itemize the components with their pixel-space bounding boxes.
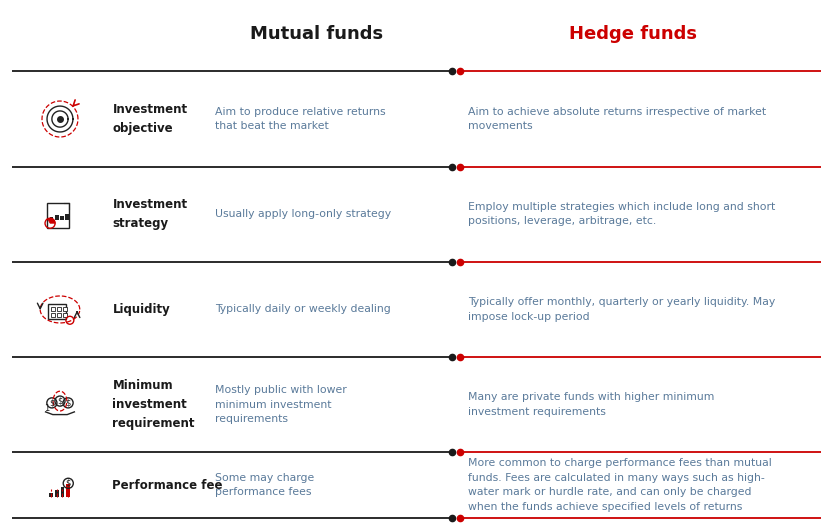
Text: Minimum
investment
requirement: Minimum investment requirement (112, 379, 195, 430)
FancyBboxPatch shape (63, 307, 67, 311)
Text: Mutual funds: Mutual funds (250, 25, 383, 43)
Text: $: $ (57, 397, 62, 406)
Text: 1: 1 (44, 404, 50, 413)
Bar (55, 490, 58, 497)
Text: More common to charge performance fees than mutual
funds. Fees are calculated in: More common to charge performance fees t… (468, 459, 772, 512)
Bar (49, 493, 53, 497)
Text: Usually apply long-only strategy: Usually apply long-only strategy (215, 209, 391, 219)
Bar (60, 216, 63, 220)
FancyBboxPatch shape (51, 313, 55, 317)
FancyBboxPatch shape (63, 313, 67, 317)
Text: Liquidity: Liquidity (112, 303, 170, 316)
FancyBboxPatch shape (57, 307, 61, 311)
Text: Performance fee: Performance fee (112, 479, 223, 491)
Text: $: $ (49, 398, 55, 407)
Text: Aim to produce relative returns
that beat the market: Aim to produce relative returns that bea… (215, 107, 386, 131)
FancyBboxPatch shape (57, 313, 61, 317)
Text: Employ multiple strategies which include long and short
positions, leverage, arb: Employ multiple strategies which include… (468, 202, 776, 226)
Bar (67, 484, 70, 497)
Text: Investment
strategy: Investment strategy (112, 198, 187, 230)
Text: Hedge funds: Hedge funds (569, 25, 697, 43)
FancyBboxPatch shape (48, 304, 67, 320)
Text: Typically daily or weekly dealing: Typically daily or weekly dealing (215, 305, 391, 314)
FancyBboxPatch shape (47, 203, 69, 228)
Text: $: $ (65, 398, 71, 407)
Text: Some may charge
performance fees: Some may charge performance fees (215, 473, 314, 497)
FancyBboxPatch shape (51, 307, 55, 311)
Bar (55, 215, 58, 220)
Text: Aim to achieve absolute returns irrespective of market
movements: Aim to achieve absolute returns irrespec… (468, 107, 766, 131)
Text: $: $ (66, 479, 71, 488)
Text: Many are private funds with higher minimum
investment requirements: Many are private funds with higher minim… (468, 393, 715, 417)
Bar (61, 487, 64, 497)
Text: Investment
objective: Investment objective (112, 103, 187, 135)
Text: Mostly public with lower
minimum investment
requirements: Mostly public with lower minimum investm… (215, 385, 347, 424)
Text: Typically offer monthly, quarterly or yearly liquidity. May
impose lock-up perio: Typically offer monthly, quarterly or ye… (468, 297, 776, 322)
Bar (65, 214, 68, 220)
Bar (50, 217, 53, 220)
Wedge shape (47, 218, 55, 223)
